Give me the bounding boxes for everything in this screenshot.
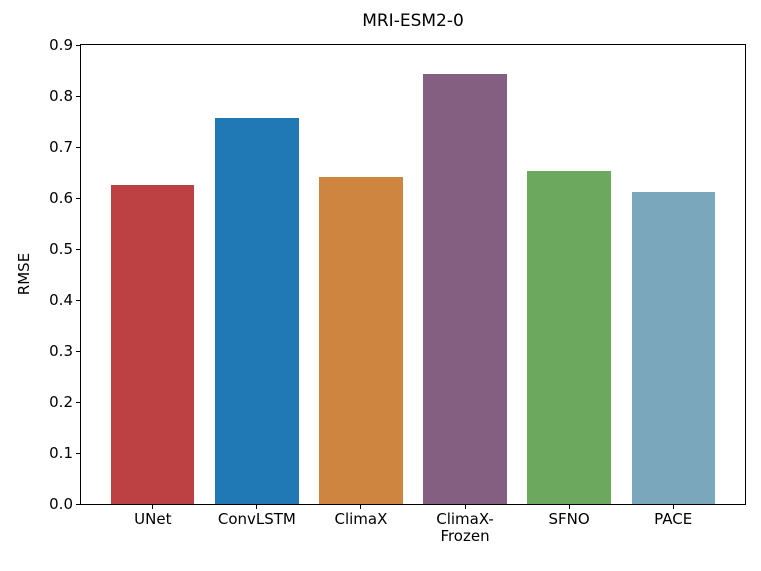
chart-title: MRI-ESM2-0 [362, 11, 464, 31]
y-tick-label: 0.2 [49, 393, 73, 411]
y-tick-mark [76, 197, 80, 199]
y-tick-label: 0.3 [49, 342, 73, 360]
x-tick-mark [672, 505, 674, 509]
x-tick-label: UNet [134, 510, 172, 528]
y-tick-mark [76, 95, 80, 97]
bar-sfno [527, 170, 611, 504]
y-tick-label: 0.8 [49, 87, 73, 105]
x-tick-mark [152, 505, 154, 509]
x-tick-mark [360, 505, 362, 509]
bar-pace [631, 191, 715, 504]
bar-unet [111, 185, 195, 504]
y-tick-label: 0.0 [49, 495, 73, 513]
x-tick-mark [568, 505, 570, 509]
x-tick-label: ConvLSTM [217, 510, 296, 528]
bar-convlstm [215, 118, 299, 504]
x-tick-label: ClimaX- Frozen [436, 510, 494, 545]
x-tick-label: ClimaX [334, 510, 388, 528]
y-tick-mark [76, 350, 80, 352]
y-tick-label: 0.4 [49, 291, 73, 309]
x-tick-label: SFNO [548, 510, 590, 528]
y-tick-mark [76, 452, 80, 454]
y-axis-label: RMSE [15, 252, 33, 296]
y-tick-mark [76, 503, 80, 505]
y-tick-label: 0.1 [49, 444, 73, 462]
y-tick-mark [76, 248, 80, 250]
y-tick-mark [76, 44, 80, 46]
y-tick-mark [76, 299, 80, 301]
y-tick-label: 0.9 [49, 36, 73, 54]
y-tick-mark [76, 401, 80, 403]
x-tick-mark [256, 505, 258, 509]
x-tick-label: PACE [654, 510, 693, 528]
plot-area [80, 44, 746, 505]
y-tick-label: 0.6 [49, 189, 73, 207]
y-tick-label: 0.7 [49, 138, 73, 156]
x-tick-mark [464, 505, 466, 509]
bar-climax [319, 177, 403, 504]
y-tick-label: 0.5 [49, 240, 73, 258]
bar-climax-frozen [423, 74, 507, 504]
y-tick-mark [76, 146, 80, 148]
